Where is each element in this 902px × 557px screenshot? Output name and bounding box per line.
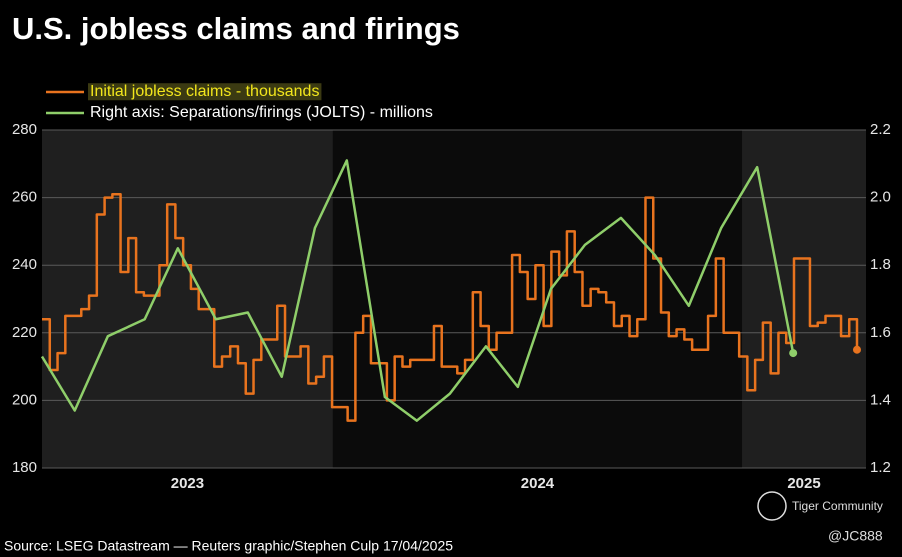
y-tick-label: 260 [12,189,37,206]
y2-tick-label: 1.2 [870,459,891,476]
y2-tick-label: 1.6 [870,324,891,341]
bands [42,130,866,468]
year-band [42,130,333,468]
x-tick-label: 2024 [521,475,555,492]
series-line [40,159,795,422]
x-tick-label: 2023 [171,475,204,492]
year-band [742,130,866,468]
legend-label: Right axis: Separations/firings (JOLTS) … [90,104,433,121]
y2-tick-label: 2.0 [870,189,891,206]
legend-highlight [88,83,322,101]
x-tick-label: 2025 [787,475,820,492]
watermark-logo [757,491,787,521]
y-tick-label: 240 [12,256,37,273]
chart-title: U.S. jobless claims and firings [12,11,460,46]
y-tick-label: 180 [12,459,37,476]
legend-label: Initial jobless claims - thousands [90,83,319,100]
y-tick-label: 200 [12,391,37,408]
y-tick-label: 220 [12,324,37,341]
y2-tick-label: 2.2 [870,121,891,138]
watermark-handle: @JC888 [828,528,883,544]
y2-tick-label: 1.8 [870,256,891,273]
y2-tick-label: 1.4 [870,391,891,408]
series-line [42,192,859,422]
end-marker [789,349,798,358]
end-marker [852,345,861,354]
watermark: Tiger Community [792,499,883,513]
y-tick-label: 280 [12,121,37,138]
source: Source: LSEG Datastream — Reuters graphi… [4,538,453,554]
year-band [332,130,743,468]
